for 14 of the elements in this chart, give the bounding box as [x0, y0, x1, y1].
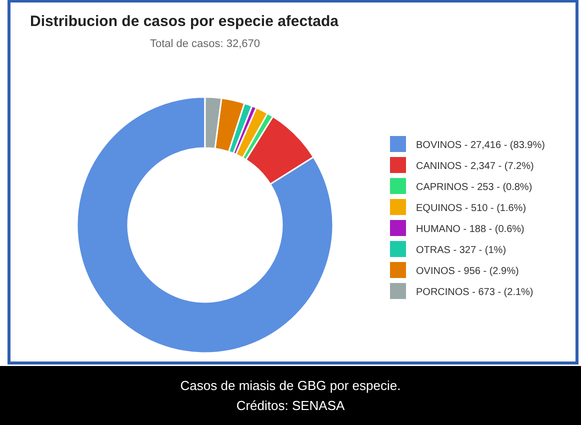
donut-slice — [76, 96, 334, 354]
chart-title: Distribucion de casos por especie afectada — [30, 13, 340, 30]
legend-label: HUMANO - 188 - (0.6%) — [416, 224, 524, 235]
legend-label: OTRAS - 327 - (1%) — [416, 245, 506, 256]
legend-label: OVINOS - 956 - (2.9%) — [416, 266, 519, 277]
text: Créditos: SENASA — [236, 398, 346, 413]
legend-label: CANINOS - 2,347 - (7.2%) — [416, 161, 534, 172]
legend-label: EQUINOS - 510 - (1.6%) — [416, 203, 526, 214]
legend-label: CAPRINOS - 253 - (0.8%) — [416, 182, 532, 193]
text: Casos de miasis de GBG por especie. — [180, 378, 401, 393]
chart-subtitle: Total de casos: 32,670 — [150, 38, 260, 50]
donut-slice — [245, 116, 314, 185]
legend-label: BOVINOS - 27,416 - (83.9%) — [416, 140, 545, 151]
legend-label: PORCINOS - 673 - (2.1%) — [416, 287, 534, 298]
